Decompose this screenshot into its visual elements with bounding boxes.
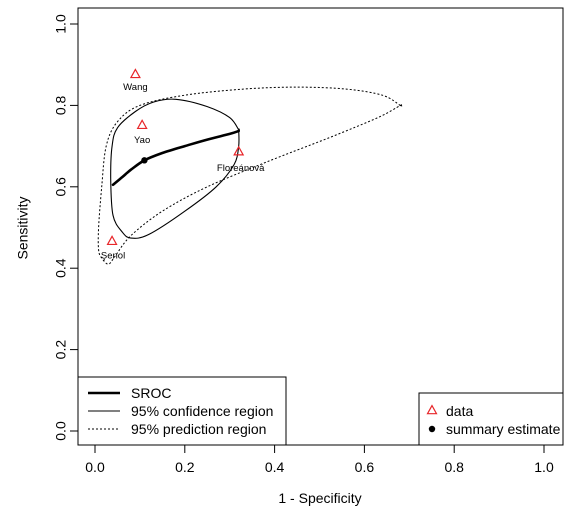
- legend-left-entry-label: 95% confidence region: [131, 403, 273, 419]
- x-tick-label: 0.2: [175, 459, 195, 475]
- y-tick-label: 0.8: [53, 95, 69, 115]
- confidence-region-line: [110, 98, 240, 239]
- data-point-marker: [233, 145, 245, 156]
- y-tick-label: 0.2: [53, 340, 69, 360]
- legend-left: SROC 95% confidence region 95% prediction …: [77, 376, 287, 446]
- data-point-marker: [129, 68, 141, 79]
- data-point-label: Şenol: [101, 251, 125, 262]
- x-tick-label: 1.0: [534, 459, 554, 475]
- y-tick-label: 1.0: [53, 14, 69, 34]
- x-tick-label: 0.4: [265, 459, 285, 475]
- x-tick-label: 0.6: [355, 459, 375, 475]
- legend-left-entry-label: SROC: [131, 385, 171, 401]
- regions-layer: [97, 86, 404, 265]
- x-axis-title: 1 - Specificity: [278, 490, 361, 506]
- legend-right-entry-label: data: [446, 403, 473, 419]
- prediction-region-line: [97, 86, 404, 265]
- y-tick-label: 0.0: [53, 421, 69, 441]
- legends-layer: SROC 95% confidence region 95% prediction …: [77, 376, 564, 446]
- data-point-label: Floreánová: [217, 163, 265, 174]
- axes-layer: 0.0 0.2 0.4 0.6 0.8 1.0 0.0 0.2 0.4 0.6 0.8 1.0 1 - …: [15, 7, 564, 506]
- legend-right-entry-label: summary estimate: [446, 421, 561, 437]
- y-tick-label: 0.6: [53, 177, 69, 197]
- legend-data-triangle-icon: [426, 404, 438, 415]
- points-layer: Wang Yao Floreánová Şenol: [101, 68, 265, 262]
- y-axis-title: Sensitivity: [15, 196, 31, 259]
- data-point-marker: [106, 235, 118, 246]
- legend-summary-dot-icon: [428, 425, 436, 433]
- y-tick-label: 0.4: [53, 258, 69, 278]
- data-point-label: Yao: [134, 135, 150, 146]
- legend-right: data summary estimate: [418, 392, 564, 446]
- summary-estimate-marker: [141, 157, 148, 164]
- x-tick-label: 0.0: [85, 459, 105, 475]
- data-point-marker: [136, 119, 148, 130]
- data-point-label: Wang: [123, 82, 147, 93]
- sroc-curve-line: [111, 129, 240, 187]
- x-tick-label: 0.8: [444, 459, 464, 475]
- legend-left-entry-label: 95% prediction region: [131, 421, 266, 437]
- legend-right-box: [418, 392, 564, 446]
